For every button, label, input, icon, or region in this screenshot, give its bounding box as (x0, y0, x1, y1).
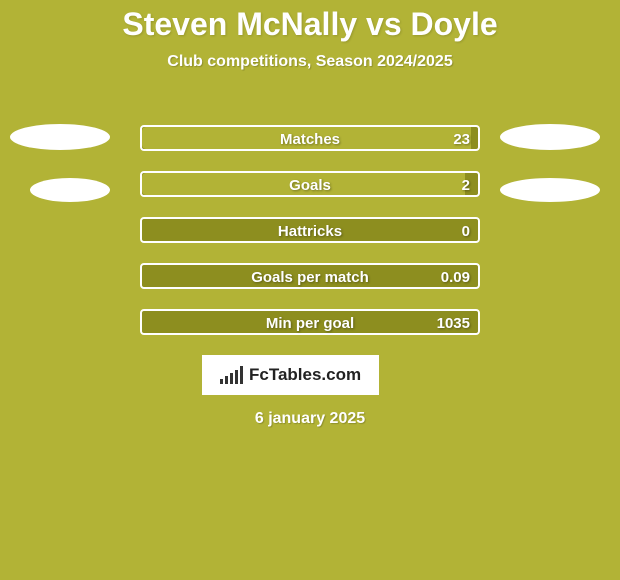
date-text: 6 january 2025 (0, 410, 620, 428)
stat-label: Goals (142, 173, 478, 199)
stat-value: 2 (462, 173, 470, 199)
logo-chart-icon (220, 366, 243, 384)
stat-value: 23 (453, 127, 470, 153)
page-title: Steven McNally vs Doyle (0, 0, 620, 43)
stat-row: Matches23 (140, 125, 480, 151)
logo-box: FcTables.com (202, 355, 379, 395)
stat-value: 1035 (437, 311, 470, 337)
stat-row: Goals per match0.09 (140, 263, 480, 289)
decorative-ellipse (500, 178, 600, 202)
subtitle: Club competitions, Season 2024/2025 (0, 53, 620, 71)
stat-row: Goals2 (140, 171, 480, 197)
comparison-infographic: Steven McNally vs Doyle Club competition… (0, 0, 620, 580)
decorative-ellipse (10, 124, 110, 150)
stat-label: Min per goal (142, 311, 478, 337)
decorative-ellipse (30, 178, 110, 202)
decorative-ellipse (500, 124, 600, 150)
stat-label: Matches (142, 127, 478, 153)
logo-text: FcTables.com (249, 365, 361, 385)
stats-container: Matches23 Goals2 Hattricks0 Goals per match… (140, 125, 480, 355)
stat-label: Goals per match (142, 265, 478, 291)
stat-row: Min per goal1035 (140, 309, 480, 335)
stat-row: Hattricks0 (140, 217, 480, 243)
stat-label: Hattricks (142, 219, 478, 245)
stat-value: 0.09 (441, 265, 470, 291)
stat-value: 0 (462, 219, 470, 245)
